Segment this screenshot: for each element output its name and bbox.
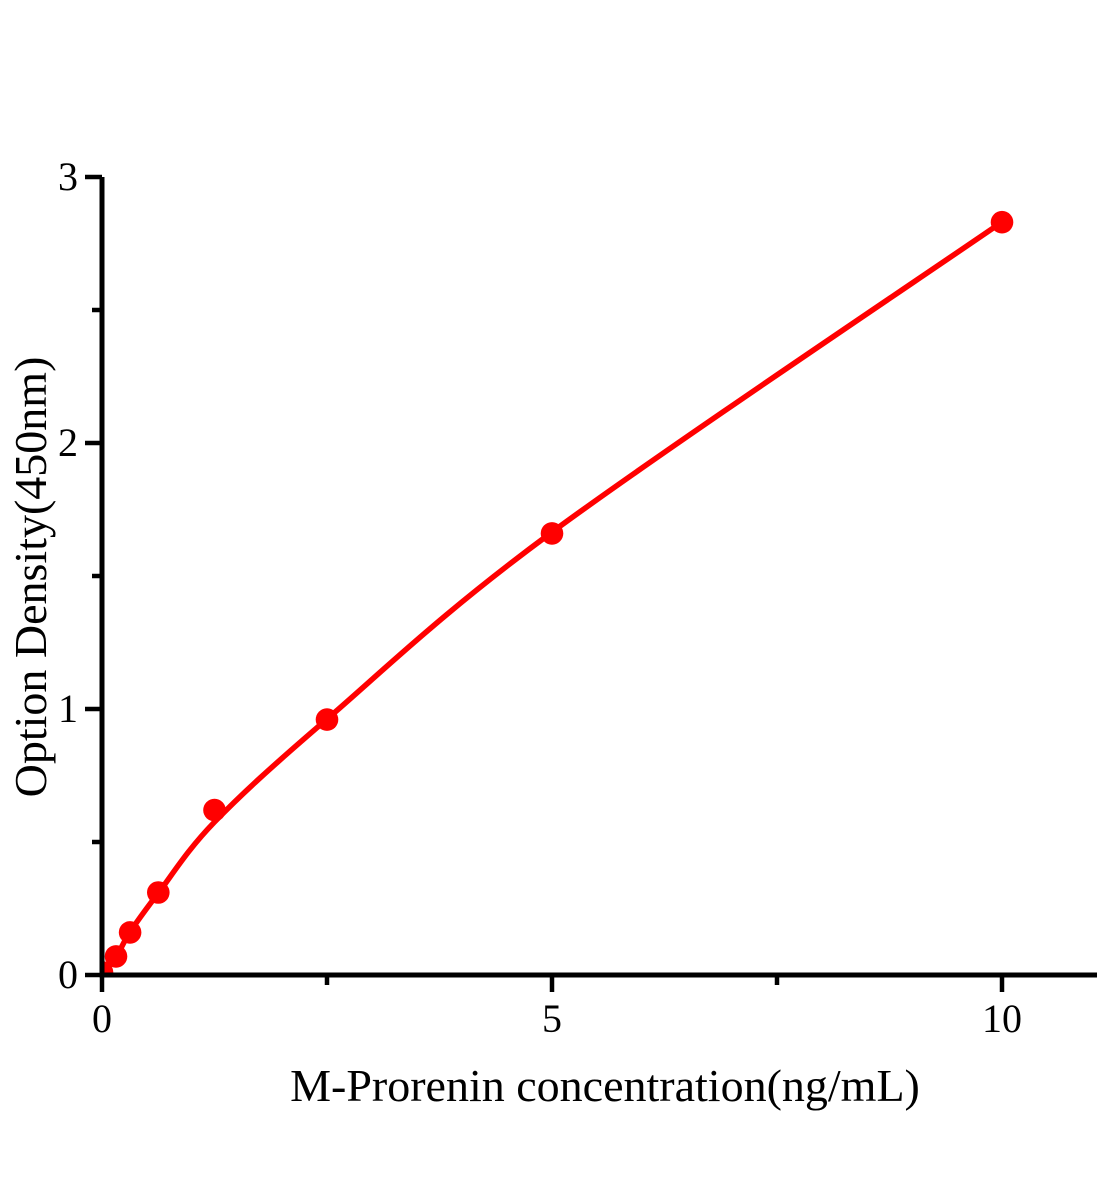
data-point-marker	[102, 961, 114, 975]
axes-group	[99, 177, 1097, 978]
data-point-marker	[315, 708, 339, 731]
data-point-marker	[540, 522, 564, 545]
y-tick-label: 1	[58, 686, 78, 731]
x-tick-label: 10	[982, 996, 1022, 1041]
data-point-marker	[203, 798, 226, 822]
tick-labels-group: 0 5 10 0 1 2 3	[58, 154, 1022, 1041]
y-axis-title: Option Density(450nm)	[5, 356, 56, 798]
data-series-group	[102, 210, 1014, 975]
y-tick-label: 2	[58, 420, 78, 465]
ticks-group	[85, 174, 1005, 992]
x-tick-label: 0	[92, 996, 112, 1041]
x-tick-label: 5	[542, 996, 562, 1041]
data-point-marker	[118, 921, 142, 944]
standard-curve-line	[102, 219, 1005, 975]
y-tick-label: 0	[58, 952, 78, 997]
y-tick-label: 3	[58, 154, 78, 199]
data-point-marker	[990, 210, 1014, 234]
data-point-marker	[104, 945, 128, 968]
x-axis-title: M-Prorenin concentration(ng/mL)	[290, 1060, 920, 1111]
data-point-marker	[147, 881, 170, 904]
